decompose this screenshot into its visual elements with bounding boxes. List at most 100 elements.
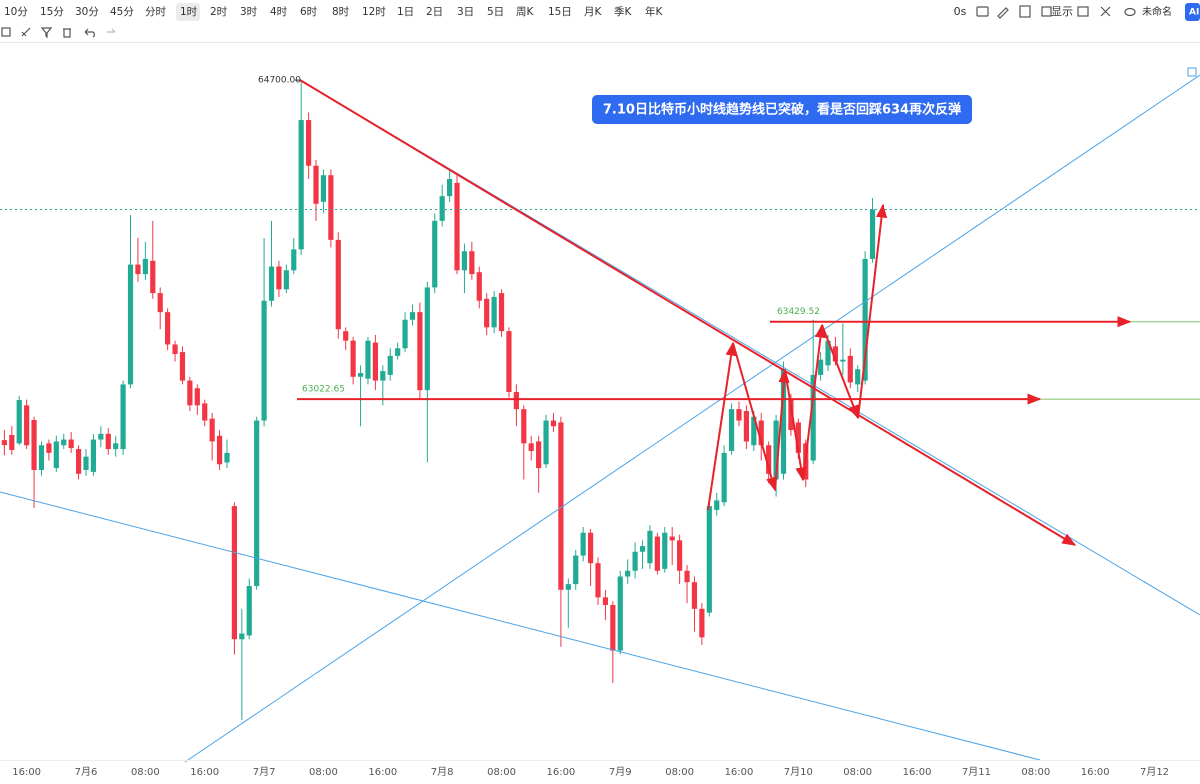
interval-button[interactable]: 2时 (210, 6, 228, 18)
candle-body (869, 209, 876, 259)
candle-body (751, 416, 757, 446)
interval-button[interactable]: 15分 (40, 6, 64, 18)
candle-body (758, 420, 764, 446)
line-handle[interactable] (1187, 67, 1197, 77)
red-arrow (774, 368, 790, 491)
candle-body (543, 420, 549, 465)
candle-body (172, 344, 178, 354)
candle-body (68, 439, 74, 449)
ai-label[interactable]: AI (1189, 8, 1199, 18)
candle-body (194, 388, 200, 406)
interval-button[interactable]: 45分 (110, 6, 134, 18)
candle-body (654, 536, 660, 571)
red-arrow (299, 79, 1077, 546)
interval-button[interactable]: 月K (584, 6, 602, 18)
candle-body (320, 175, 327, 202)
tool-icon[interactable] (21, 27, 31, 37)
candle-body (432, 220, 438, 288)
candle-body (254, 420, 260, 586)
candle-body (825, 340, 831, 366)
tool-icon[interactable] (1, 27, 11, 37)
candle-body (417, 312, 423, 391)
red-arrow (707, 341, 737, 511)
red-arrow (784, 369, 807, 482)
interval-button[interactable]: 1时 (180, 6, 198, 18)
candle-body (157, 293, 163, 313)
candle-body (46, 443, 52, 453)
red-arrow (732, 342, 777, 492)
candle-body (721, 452, 727, 503)
price-labels: 64700.00 63429.52 63022.65 (258, 76, 1200, 405)
candle-body (343, 331, 349, 341)
candle-body (439, 196, 445, 221)
candle-body (350, 340, 356, 377)
candle-body (565, 584, 571, 590)
template-icon[interactable] (1019, 5, 1031, 18)
filter-icon[interactable] (40, 27, 53, 39)
x-tick-label: 08:00 (1021, 767, 1050, 778)
price-label: 63429.52 (777, 307, 820, 317)
delete-icon[interactable] (63, 28, 71, 38)
interval-button[interactable]: 1日 (397, 6, 414, 18)
selected-interval-bg (176, 3, 200, 21)
candle-body (53, 441, 59, 469)
candle-body (728, 409, 735, 451)
interval-button[interactable]: 12时 (362, 6, 386, 18)
ai-button[interactable] (1185, 3, 1200, 21)
candle-body (261, 300, 267, 421)
candle-body (105, 433, 111, 450)
candle-body (691, 582, 698, 609)
candle-body (395, 348, 401, 356)
interval-button[interactable]: 8时 (332, 6, 350, 18)
candle-body (810, 374, 816, 461)
candle-body (795, 422, 801, 453)
interval-button[interactable]: 周K (516, 6, 534, 18)
undo-icon[interactable] (84, 28, 95, 38)
interval-button[interactable]: 5日 (487, 6, 504, 18)
candle-body (306, 120, 312, 166)
candle-body (484, 298, 490, 328)
interval-button[interactable]: 6时 (300, 6, 318, 18)
interval-button[interactable]: 3时 (240, 6, 258, 18)
candle-body (536, 441, 542, 469)
candle-body (558, 422, 564, 590)
fullscreen-icon[interactable] (1100, 6, 1111, 17)
x-tick-label: 7月12 (1140, 766, 1169, 778)
candle-body (268, 266, 275, 301)
interval-button[interactable]: 4时 (270, 6, 288, 18)
candle-body (387, 355, 393, 375)
edit-icon[interactable] (997, 7, 1009, 19)
x-tick-label: 16:00 (903, 767, 932, 778)
candle-body (840, 359, 846, 362)
cloud-icon[interactable] (1124, 7, 1136, 17)
candle-body (127, 264, 134, 385)
timer: 0s (954, 5, 967, 18)
interval-button[interactable]: 30分 (75, 6, 99, 18)
candle-body (476, 272, 482, 301)
interval-button[interactable]: 季K (614, 6, 632, 18)
layout-name[interactable]: 未命名 (1142, 5, 1172, 18)
candle-body (587, 532, 594, 564)
candle-body (677, 540, 683, 571)
interval-button[interactable]: 2日 (426, 6, 443, 18)
window-icon[interactable] (1077, 6, 1089, 17)
interval-button[interactable]: 分时 (145, 6, 166, 18)
interval-button[interactable]: 3日 (457, 6, 474, 18)
candle-body (142, 258, 148, 275)
display-icon[interactable] (1041, 6, 1052, 17)
candle-body (773, 420, 779, 480)
candle-body (669, 536, 675, 541)
trend-line (0, 491, 1041, 761)
interval-button[interactable]: 15日 (548, 6, 572, 18)
x-tick-label: 08:00 (487, 767, 516, 778)
candle-body (150, 260, 156, 294)
candle-body (521, 409, 527, 444)
candle-body (639, 546, 646, 552)
interval-button[interactable]: 年K (645, 5, 663, 18)
interval-button[interactable]: 10分 (4, 6, 28, 18)
display-button[interactable]: 显示 (1051, 5, 1073, 18)
candle-body (498, 293, 505, 332)
camera-icon[interactable] (976, 6, 989, 17)
